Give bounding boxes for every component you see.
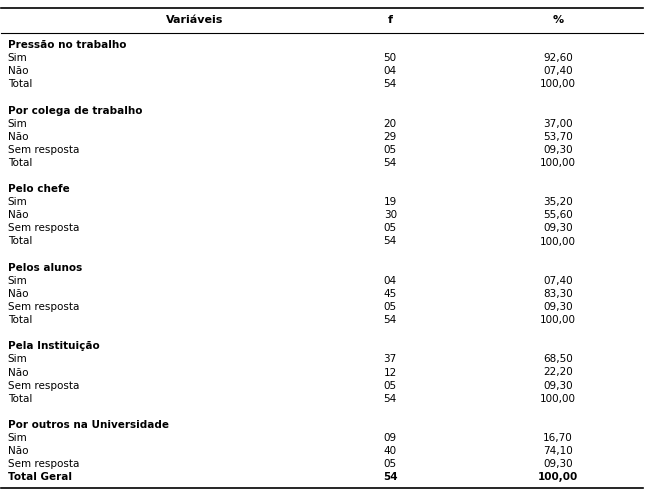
- Text: 04: 04: [384, 276, 397, 286]
- Text: Pela Instituição: Pela Instituição: [8, 341, 99, 351]
- Text: Sim: Sim: [8, 197, 28, 207]
- Text: Por outros na Universidade: Por outros na Universidade: [8, 420, 169, 430]
- Text: Sim: Sim: [8, 433, 28, 443]
- Text: f: f: [388, 15, 393, 25]
- Text: 05: 05: [384, 459, 397, 469]
- Text: Pelo chefe: Pelo chefe: [8, 184, 70, 194]
- Text: Não: Não: [8, 210, 28, 220]
- Text: 05: 05: [384, 302, 397, 312]
- Text: 40: 40: [384, 446, 397, 456]
- Text: 05: 05: [384, 380, 397, 391]
- Text: 20: 20: [384, 119, 397, 128]
- Text: Sem resposta: Sem resposta: [8, 459, 79, 469]
- Text: 100,00: 100,00: [540, 394, 576, 404]
- Text: Não: Não: [8, 446, 28, 456]
- Text: Sem resposta: Sem resposta: [8, 302, 79, 312]
- Text: %: %: [552, 15, 564, 25]
- Text: 09,30: 09,30: [543, 380, 573, 391]
- Text: 54: 54: [383, 472, 397, 482]
- Text: Total: Total: [8, 315, 32, 325]
- Text: Não: Não: [8, 289, 28, 299]
- Text: 35,20: 35,20: [543, 197, 573, 207]
- Text: Sim: Sim: [8, 276, 28, 286]
- Text: 45: 45: [384, 289, 397, 299]
- Text: 53,70: 53,70: [543, 132, 573, 142]
- Text: 100,00: 100,00: [538, 472, 578, 482]
- Text: Não: Não: [8, 368, 28, 377]
- Text: 19: 19: [384, 197, 397, 207]
- Text: 05: 05: [384, 145, 397, 155]
- Text: 22,20: 22,20: [543, 368, 573, 377]
- Text: Sem resposta: Sem resposta: [8, 223, 79, 234]
- Text: 30: 30: [384, 210, 397, 220]
- Text: 54: 54: [384, 158, 397, 168]
- Text: 07,40: 07,40: [543, 276, 573, 286]
- Text: 55,60: 55,60: [543, 210, 573, 220]
- Text: 16,70: 16,70: [543, 433, 573, 443]
- Text: 09,30: 09,30: [543, 223, 573, 234]
- Text: 29: 29: [384, 132, 397, 142]
- Text: 54: 54: [384, 394, 397, 404]
- Text: Sim: Sim: [8, 53, 28, 63]
- Text: 100,00: 100,00: [540, 158, 576, 168]
- Text: Total: Total: [8, 394, 32, 404]
- Text: 54: 54: [384, 237, 397, 247]
- Text: Total Geral: Total Geral: [8, 472, 72, 482]
- Text: 37: 37: [384, 355, 397, 365]
- Text: 09: 09: [384, 433, 397, 443]
- Text: 12: 12: [384, 368, 397, 377]
- Text: 54: 54: [384, 79, 397, 89]
- Text: Sem resposta: Sem resposta: [8, 145, 79, 155]
- Text: 09,30: 09,30: [543, 145, 573, 155]
- Text: 37,00: 37,00: [543, 119, 573, 128]
- Text: 54: 54: [384, 315, 397, 325]
- Text: 100,00: 100,00: [540, 315, 576, 325]
- Text: 05: 05: [384, 223, 397, 234]
- Text: Não: Não: [8, 66, 28, 76]
- Text: Total: Total: [8, 237, 32, 247]
- Text: 68,50: 68,50: [543, 355, 573, 365]
- Text: 100,00: 100,00: [540, 237, 576, 247]
- Text: Total: Total: [8, 79, 32, 89]
- Text: Por colega de trabalho: Por colega de trabalho: [8, 106, 143, 116]
- Text: Não: Não: [8, 132, 28, 142]
- Text: 50: 50: [384, 53, 397, 63]
- Text: 83,30: 83,30: [543, 289, 573, 299]
- Text: Pressão no trabalho: Pressão no trabalho: [8, 40, 126, 50]
- Text: 04: 04: [384, 66, 397, 76]
- Text: 07,40: 07,40: [543, 66, 573, 76]
- Text: 09,30: 09,30: [543, 302, 573, 312]
- Text: 74,10: 74,10: [543, 446, 573, 456]
- Text: 09,30: 09,30: [543, 459, 573, 469]
- Text: Sim: Sim: [8, 119, 28, 128]
- Text: Pelos alunos: Pelos alunos: [8, 263, 82, 273]
- Text: Variáveis: Variáveis: [166, 15, 224, 25]
- Text: Sim: Sim: [8, 355, 28, 365]
- Text: Sem resposta: Sem resposta: [8, 380, 79, 391]
- Text: Total: Total: [8, 158, 32, 168]
- Text: 100,00: 100,00: [540, 79, 576, 89]
- Text: 92,60: 92,60: [543, 53, 573, 63]
